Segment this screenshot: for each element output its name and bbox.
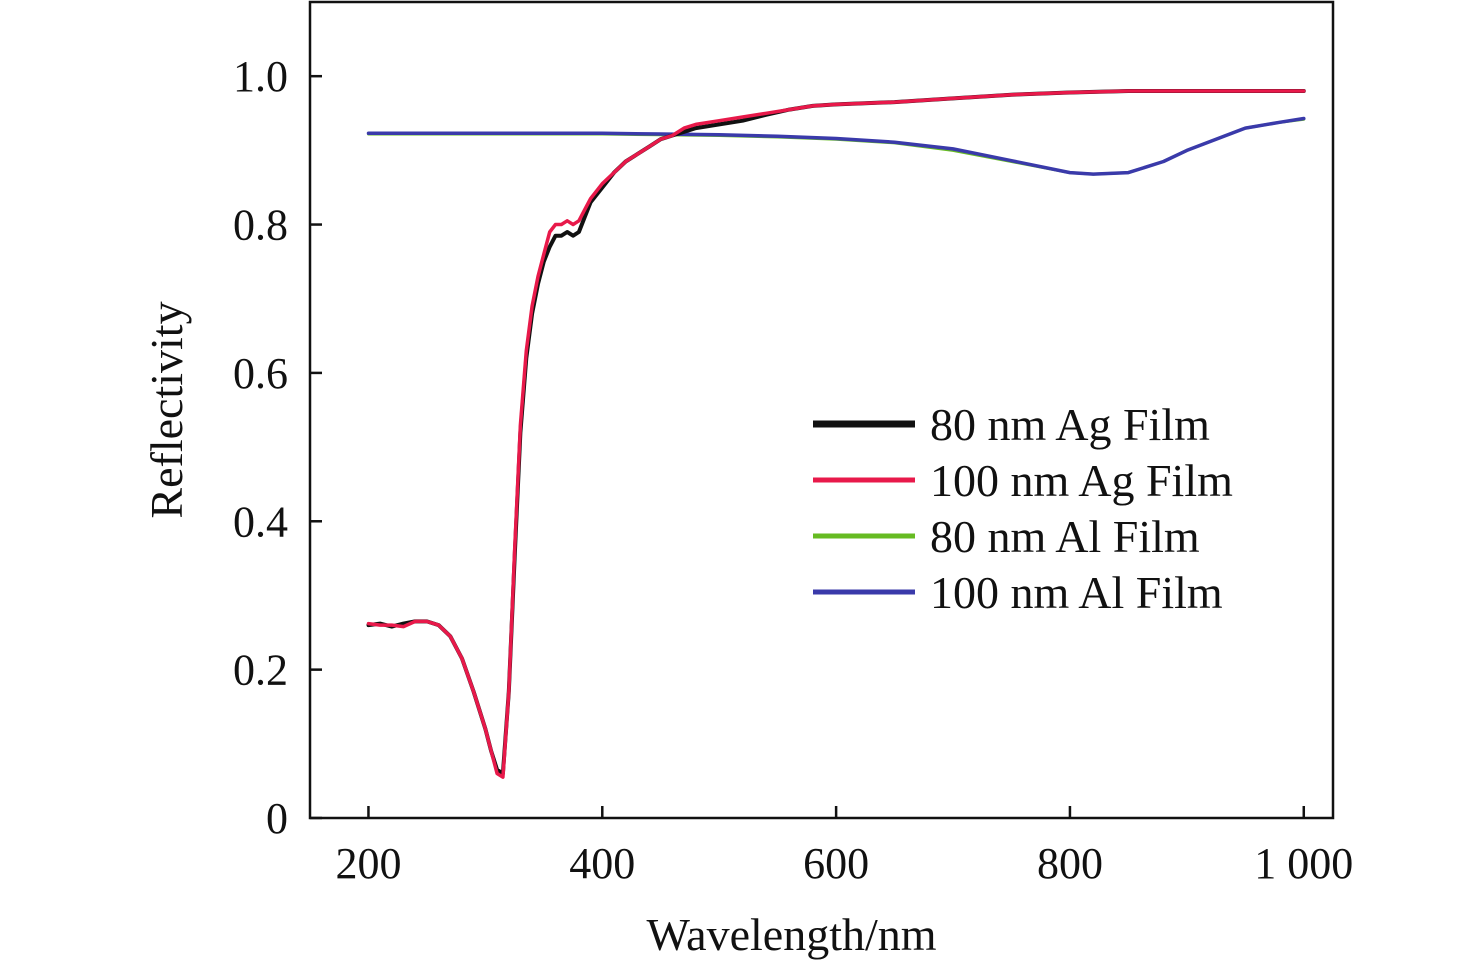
y-axis-title: Reflectivity xyxy=(141,301,192,518)
legend-label-2: 80 nm Al Film xyxy=(930,511,1200,562)
x-axis-title: Wavelength/nm xyxy=(646,909,936,960)
y-tick-label: 0.2 xyxy=(233,646,288,695)
legend-label-3: 100 nm Al Film xyxy=(930,567,1223,618)
y-tick-label: 1.0 xyxy=(233,52,288,101)
x-tick-label: 200 xyxy=(335,839,401,888)
series-line-2 xyxy=(367,117,1306,176)
series-line-3 xyxy=(366,116,1306,176)
series-line-1 xyxy=(366,89,1306,779)
plot-frame xyxy=(308,0,1335,820)
y-tick-label: 0.4 xyxy=(233,497,288,546)
legend-label-0: 80 nm Ag Film xyxy=(930,399,1210,450)
y-tick-label: 0.8 xyxy=(233,201,288,250)
series-lines xyxy=(366,89,1306,779)
y-tick-label: 0.6 xyxy=(233,349,288,398)
x-tick-label: 400 xyxy=(569,839,635,888)
axis-ticks: 200 400 600 800 1 000 0 0.2 0.4 0.6 0.8 1.0 xyxy=(233,52,1353,888)
x-tick-label: 600 xyxy=(803,839,869,888)
x-tick-label: 1 000 xyxy=(1254,839,1353,888)
x-tick-label: 800 xyxy=(1037,839,1103,888)
legend-label-1: 100 nm Ag Film xyxy=(930,455,1233,506)
y-tick-label: 0 xyxy=(266,794,288,843)
